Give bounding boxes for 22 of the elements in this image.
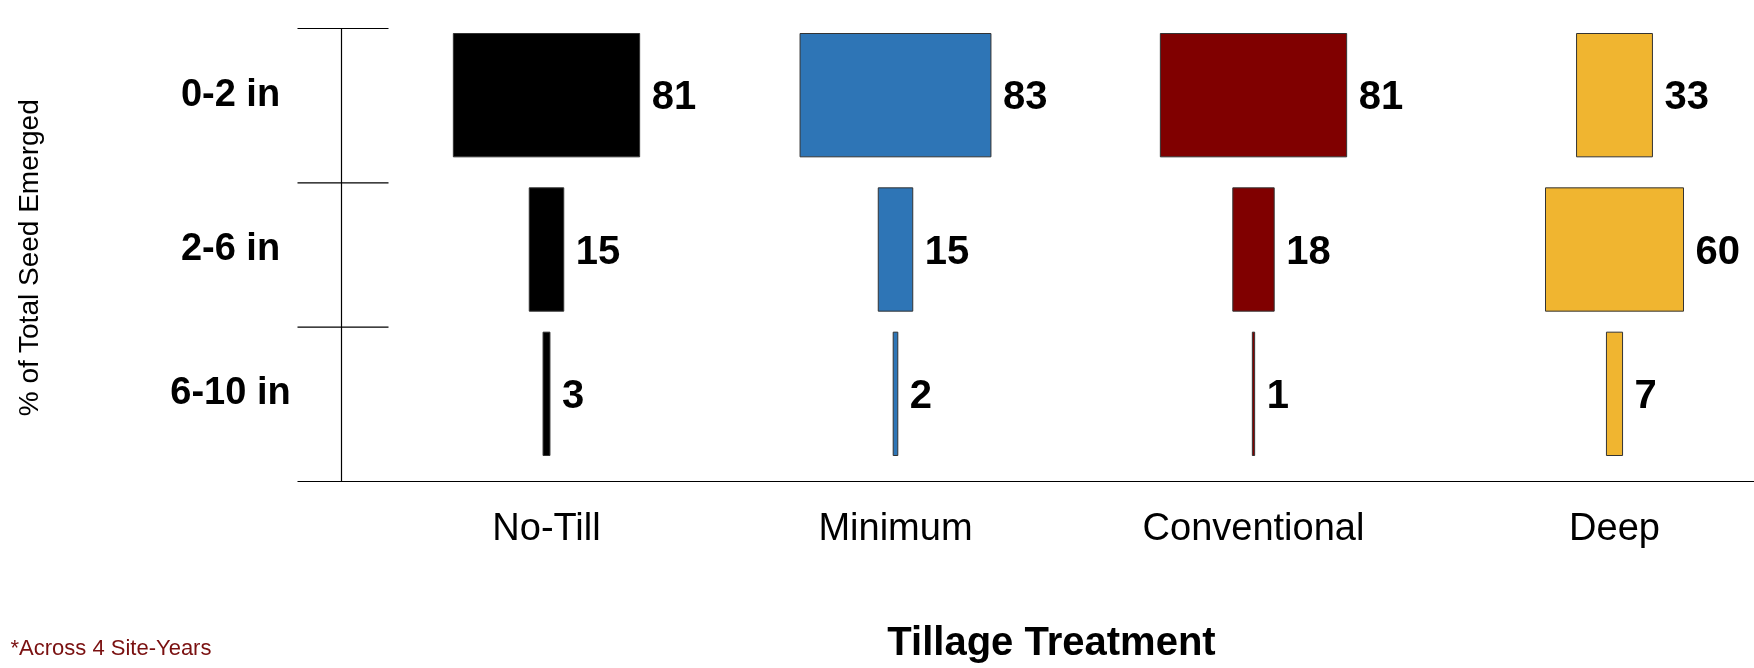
text: *Across 4 Site-Years (10, 635, 212, 660)
category-label: Minimum (818, 505, 973, 548)
text: 6-10 in (170, 370, 291, 413)
category-label: Deep (1569, 505, 1660, 548)
data-label: 1 (1266, 371, 1289, 416)
category-label: Conventional (1142, 505, 1365, 548)
text: 2-6 in (180, 226, 281, 268)
data-label: 60 (1695, 227, 1740, 272)
data-label: 81 (651, 73, 697, 118)
data-label: 83 (1002, 73, 1048, 118)
text: 0-2 in (180, 71, 281, 114)
data-label: 18 (1286, 227, 1331, 272)
text: Tillage Treatment (887, 618, 1216, 663)
data-label: 15 (924, 227, 970, 272)
category-label: No-Till (492, 505, 601, 548)
data-label: 7 (1634, 371, 1657, 416)
data-label: 81 (1358, 73, 1404, 118)
data-label: 15 (575, 227, 621, 272)
data-label: 33 (1664, 73, 1709, 118)
data-label: 2 (909, 371, 933, 416)
data-label: 3 (561, 371, 585, 416)
text: % of Total Seed Emerged (13, 99, 44, 417)
